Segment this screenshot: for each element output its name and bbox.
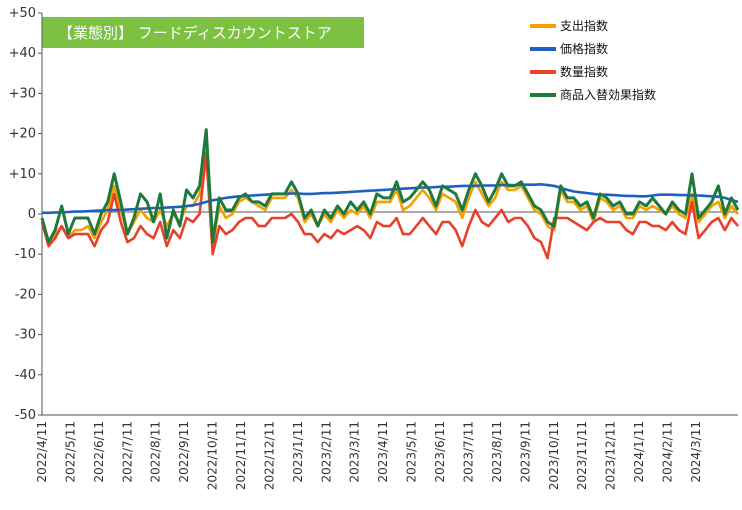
x-tick-label: 2023/6/11	[433, 421, 447, 483]
x-tick-label: 2022/6/11	[92, 421, 106, 483]
y-tick-label: -30	[15, 328, 36, 343]
x-tick-label: 2023/3/11	[348, 421, 362, 483]
y-tick-label: +20	[9, 127, 36, 142]
chart-title-box	[42, 17, 364, 48]
x-tick-label: 2022/11/11	[234, 421, 248, 490]
y-tick-label: +50	[9, 6, 36, 21]
y-tick-label: -10	[15, 247, 36, 262]
x-tick-label: 2023/7/11	[461, 421, 475, 483]
legend-label-quantity: 数量指数	[560, 64, 608, 79]
legend: 支出指数 価格指数 数量指数 商品入替効果指数	[530, 18, 656, 102]
y-tick-label: -40	[15, 368, 36, 383]
x-tick-label: 2022/10/11	[206, 421, 220, 490]
y-tick-label: +40	[9, 46, 36, 61]
chart-title: 【業態別】 フードディスカウントストア	[58, 24, 332, 42]
series-lines	[40, 128, 740, 260]
x-tick-label: 2024/2/11	[660, 421, 674, 483]
y-tick-label: -20	[15, 287, 36, 302]
series-line-quantity	[40, 152, 740, 260]
y-tick-label: 0	[28, 207, 36, 222]
legend-label-replacement: 商品入替効果指数	[560, 87, 656, 102]
x-tick-label: 2022/7/11	[120, 421, 134, 483]
x-tick-label: 2022/8/11	[149, 421, 163, 483]
x-tick-label: 2022/9/11	[177, 421, 191, 483]
x-tick-label: 2023/11/11	[575, 421, 589, 490]
x-tick-label: 2024/1/11	[632, 421, 646, 483]
x-tick-label: 2022/4/11	[35, 421, 49, 483]
x-tick-label: 2023/10/11	[547, 421, 561, 490]
x-tick-label: 2022/5/11	[63, 421, 77, 483]
x-tick-label: 2023/1/11	[291, 421, 305, 483]
y-axis-ticks: +50 +40 +30 +20 +10 0 -10 -20 -30 -40 -50	[9, 6, 42, 423]
x-tick-label: 2023/8/11	[490, 421, 504, 483]
y-tick-label: +30	[9, 86, 36, 101]
x-tick-label: 2023/9/11	[518, 421, 532, 483]
x-tick-label: 2023/12/11	[604, 421, 618, 490]
series-line-replacement	[40, 128, 740, 244]
x-axis-ticks: 2022/4/11 2022/5/11 2022/6/11 2022/7/11 2022…	[35, 421, 703, 490]
y-tick-label: +10	[9, 167, 36, 182]
x-tick-label: 2023/4/11	[376, 421, 390, 483]
legend-label-spending: 支出指数	[560, 18, 608, 33]
x-tick-label: 2023/2/11	[319, 421, 333, 483]
x-tick-label: 2022/12/11	[262, 421, 276, 490]
series-line-spending	[40, 140, 740, 248]
legend-label-price: 価格指数	[560, 41, 608, 56]
y-tick-label: -50	[15, 408, 36, 423]
x-tick-label: 2023/5/11	[405, 421, 419, 483]
x-tick-label: 2024/3/11	[689, 421, 703, 483]
